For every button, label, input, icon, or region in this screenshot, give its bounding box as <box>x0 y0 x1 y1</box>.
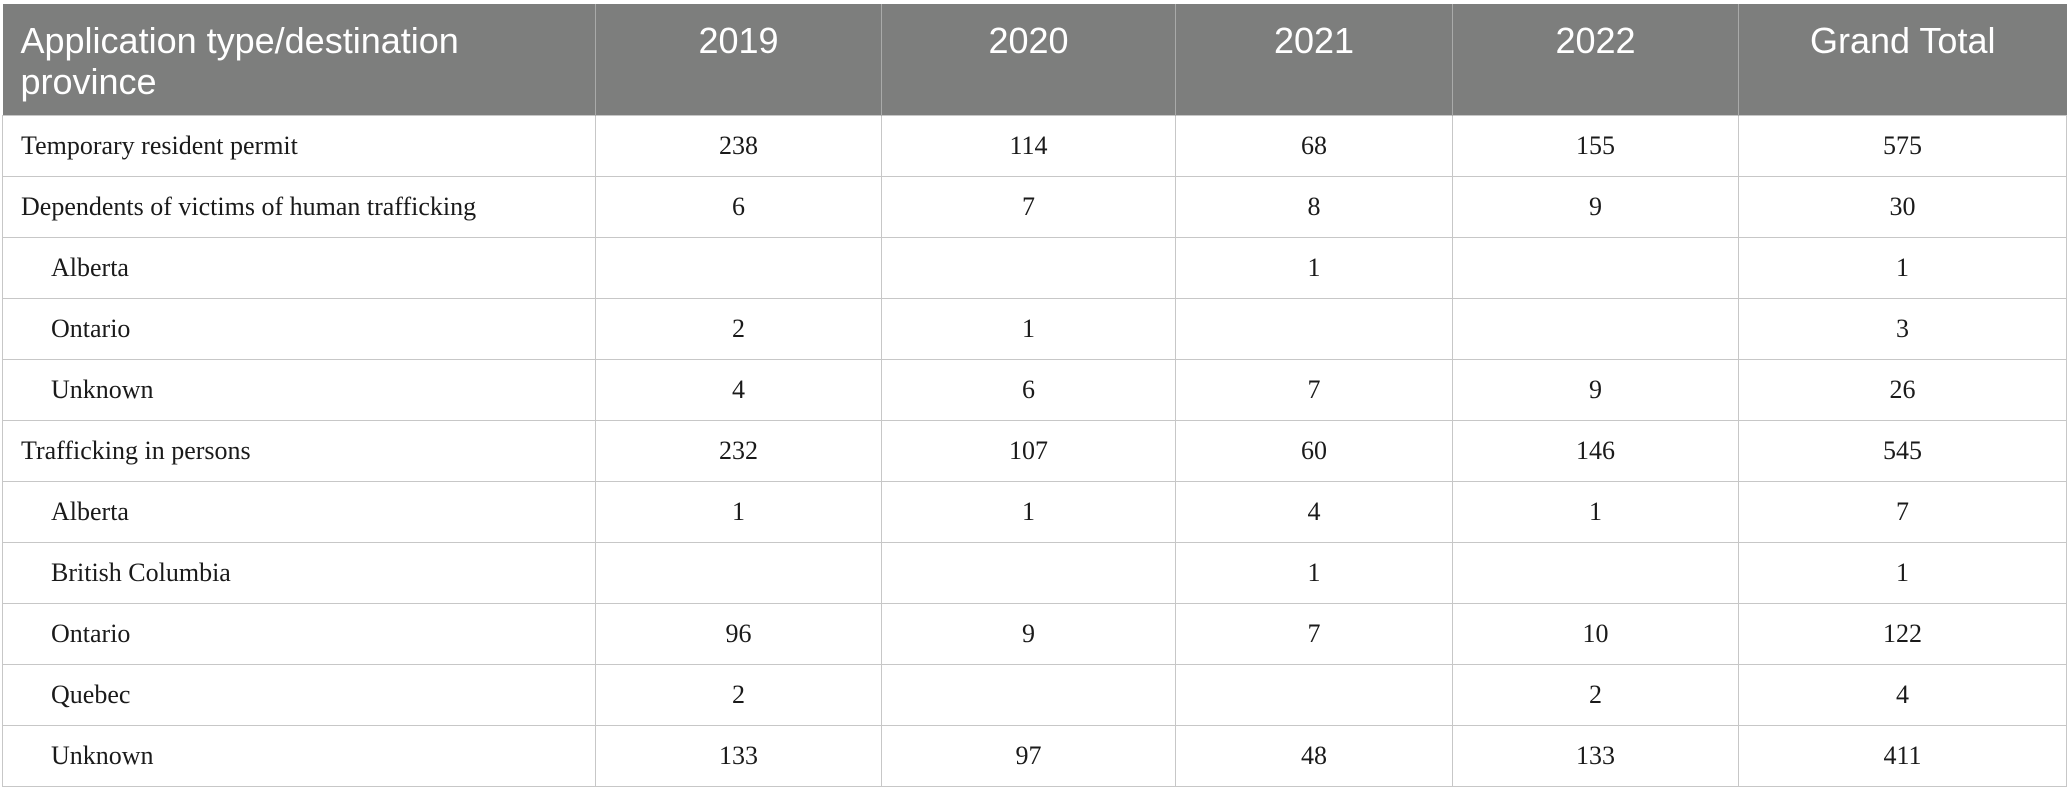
cell-2022: 133 <box>1452 724 1739 787</box>
cell-grand-total: 1 <box>1738 236 2067 299</box>
data-table: Application type/destination province 20… <box>2 4 2067 787</box>
header-grand-total: Grand Total <box>1738 4 2067 115</box>
table-row: Ontario 96 9 7 10 122 <box>2 602 2067 665</box>
cell-2022: 9 <box>1452 358 1739 421</box>
table-row: British Columbia 1 1 <box>2 541 2067 604</box>
table-row: Alberta 1 1 <box>2 236 2067 299</box>
cell-2021: 68 <box>1175 114 1453 177</box>
cell-2019 <box>595 236 882 299</box>
cell-grand-total: 4 <box>1738 663 2067 726</box>
cell-grand-total: 26 <box>1738 358 2067 421</box>
cell-2020 <box>881 541 1176 604</box>
row-label: Ontario <box>2 602 596 665</box>
cell-2021: 1 <box>1175 541 1453 604</box>
cell-2019: 6 <box>595 175 882 238</box>
cell-2019 <box>595 541 882 604</box>
cell-grand-total: 545 <box>1738 419 2067 482</box>
header-2021: 2021 <box>1175 4 1453 115</box>
cell-2019: 96 <box>595 602 882 665</box>
cell-2020: 6 <box>881 358 1176 421</box>
table-row: Quebec 2 2 4 <box>2 663 2067 726</box>
table-row: Temporary resident permit 238 114 68 155 575 <box>2 114 2067 177</box>
table-row: Unknown 4 6 7 9 26 <box>2 358 2067 421</box>
table-row: Trafficking in persons 232 107 60 146 545 <box>2 419 2067 482</box>
cell-2020 <box>881 663 1176 726</box>
header-2022: 2022 <box>1452 4 1739 115</box>
cell-2020: 97 <box>881 724 1176 787</box>
header-row: Application type/destination province 20… <box>2 4 2067 115</box>
cell-2022: 146 <box>1452 419 1739 482</box>
cell-2019: 2 <box>595 297 882 360</box>
cell-2020 <box>881 236 1176 299</box>
header-2019: 2019 <box>595 4 882 115</box>
row-label: Ontario <box>2 297 596 360</box>
row-label: Trafficking in persons <box>2 419 596 482</box>
cell-2019: 2 <box>595 663 882 726</box>
cell-2021: 7 <box>1175 602 1453 665</box>
row-label: Alberta <box>2 480 596 543</box>
row-label: British Columbia <box>2 541 596 604</box>
cell-2021: 48 <box>1175 724 1453 787</box>
cell-2022: 10 <box>1452 602 1739 665</box>
row-label: Alberta <box>2 236 596 299</box>
cell-2019: 133 <box>595 724 882 787</box>
cell-2019: 4 <box>595 358 882 421</box>
cell-2021: 4 <box>1175 480 1453 543</box>
row-label: Unknown <box>2 358 596 421</box>
row-label: Temporary resident permit <box>2 114 596 177</box>
cell-grand-total: 7 <box>1738 480 2067 543</box>
cell-2019: 1 <box>595 480 882 543</box>
cell-grand-total: 3 <box>1738 297 2067 360</box>
table-body: Temporary resident permit 238 114 68 155 575 D… <box>2 114 2067 787</box>
cell-2022: 1 <box>1452 480 1739 543</box>
row-label: Dependents of victims of human trafficki… <box>2 175 596 238</box>
cell-2021: 60 <box>1175 419 1453 482</box>
cell-2021: 8 <box>1175 175 1453 238</box>
cell-2021: 1 <box>1175 236 1453 299</box>
cell-2020: 9 <box>881 602 1176 665</box>
cell-2021 <box>1175 297 1453 360</box>
cell-grand-total: 1 <box>1738 541 2067 604</box>
table-row: Alberta 1 1 4 1 7 <box>2 480 2067 543</box>
data-table-container: Application type/destination province 20… <box>2 4 2067 787</box>
cell-2019: 238 <box>595 114 882 177</box>
table-header: Application type/destination province 20… <box>2 4 2067 115</box>
cell-2022 <box>1452 297 1739 360</box>
cell-2020: 1 <box>881 480 1176 543</box>
header-application-type: Application type/destination province <box>2 4 596 115</box>
table-row: Unknown 133 97 48 133 411 <box>2 724 2067 787</box>
cell-2021 <box>1175 663 1453 726</box>
cell-grand-total: 122 <box>1738 602 2067 665</box>
cell-2022 <box>1452 236 1739 299</box>
cell-2022: 155 <box>1452 114 1739 177</box>
header-2020: 2020 <box>881 4 1176 115</box>
cell-2022: 2 <box>1452 663 1739 726</box>
table-row: Dependents of victims of human trafficki… <box>2 175 2067 238</box>
cell-grand-total: 411 <box>1738 724 2067 787</box>
cell-grand-total: 575 <box>1738 114 2067 177</box>
cell-2022 <box>1452 541 1739 604</box>
table-row: Ontario 2 1 3 <box>2 297 2067 360</box>
row-label: Quebec <box>2 663 596 726</box>
cell-grand-total: 30 <box>1738 175 2067 238</box>
cell-2022: 9 <box>1452 175 1739 238</box>
row-label: Unknown <box>2 724 596 787</box>
cell-2019: 232 <box>595 419 882 482</box>
cell-2020: 1 <box>881 297 1176 360</box>
cell-2020: 114 <box>881 114 1176 177</box>
cell-2021: 7 <box>1175 358 1453 421</box>
cell-2020: 107 <box>881 419 1176 482</box>
cell-2020: 7 <box>881 175 1176 238</box>
